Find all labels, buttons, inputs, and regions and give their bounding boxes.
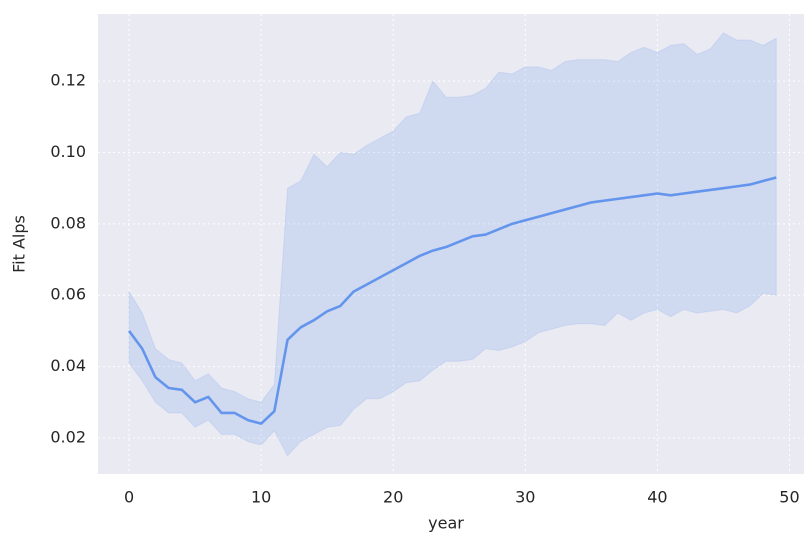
y-axis-label: Fit Alps (10, 215, 29, 273)
y-tick-label: 0.12 (50, 71, 86, 90)
x-tick-label: 50 (779, 488, 799, 507)
x-tick-label: 20 (383, 488, 403, 507)
line (127, 176, 777, 425)
y-tick-label: 0.02 (50, 427, 86, 446)
x-tick-label: 40 (647, 488, 667, 507)
x-tick-label: 30 (515, 488, 535, 507)
x-axis-label: year (428, 514, 464, 533)
x-tick-label: 0 (124, 488, 134, 507)
x-tick-label: 10 (251, 488, 271, 507)
y-tick-label: 0.08 (50, 213, 86, 232)
y-tick-label: 0.10 (50, 142, 86, 161)
y-tick-label: 0.06 (50, 285, 86, 304)
y-tick-label: 0.04 (50, 356, 86, 375)
